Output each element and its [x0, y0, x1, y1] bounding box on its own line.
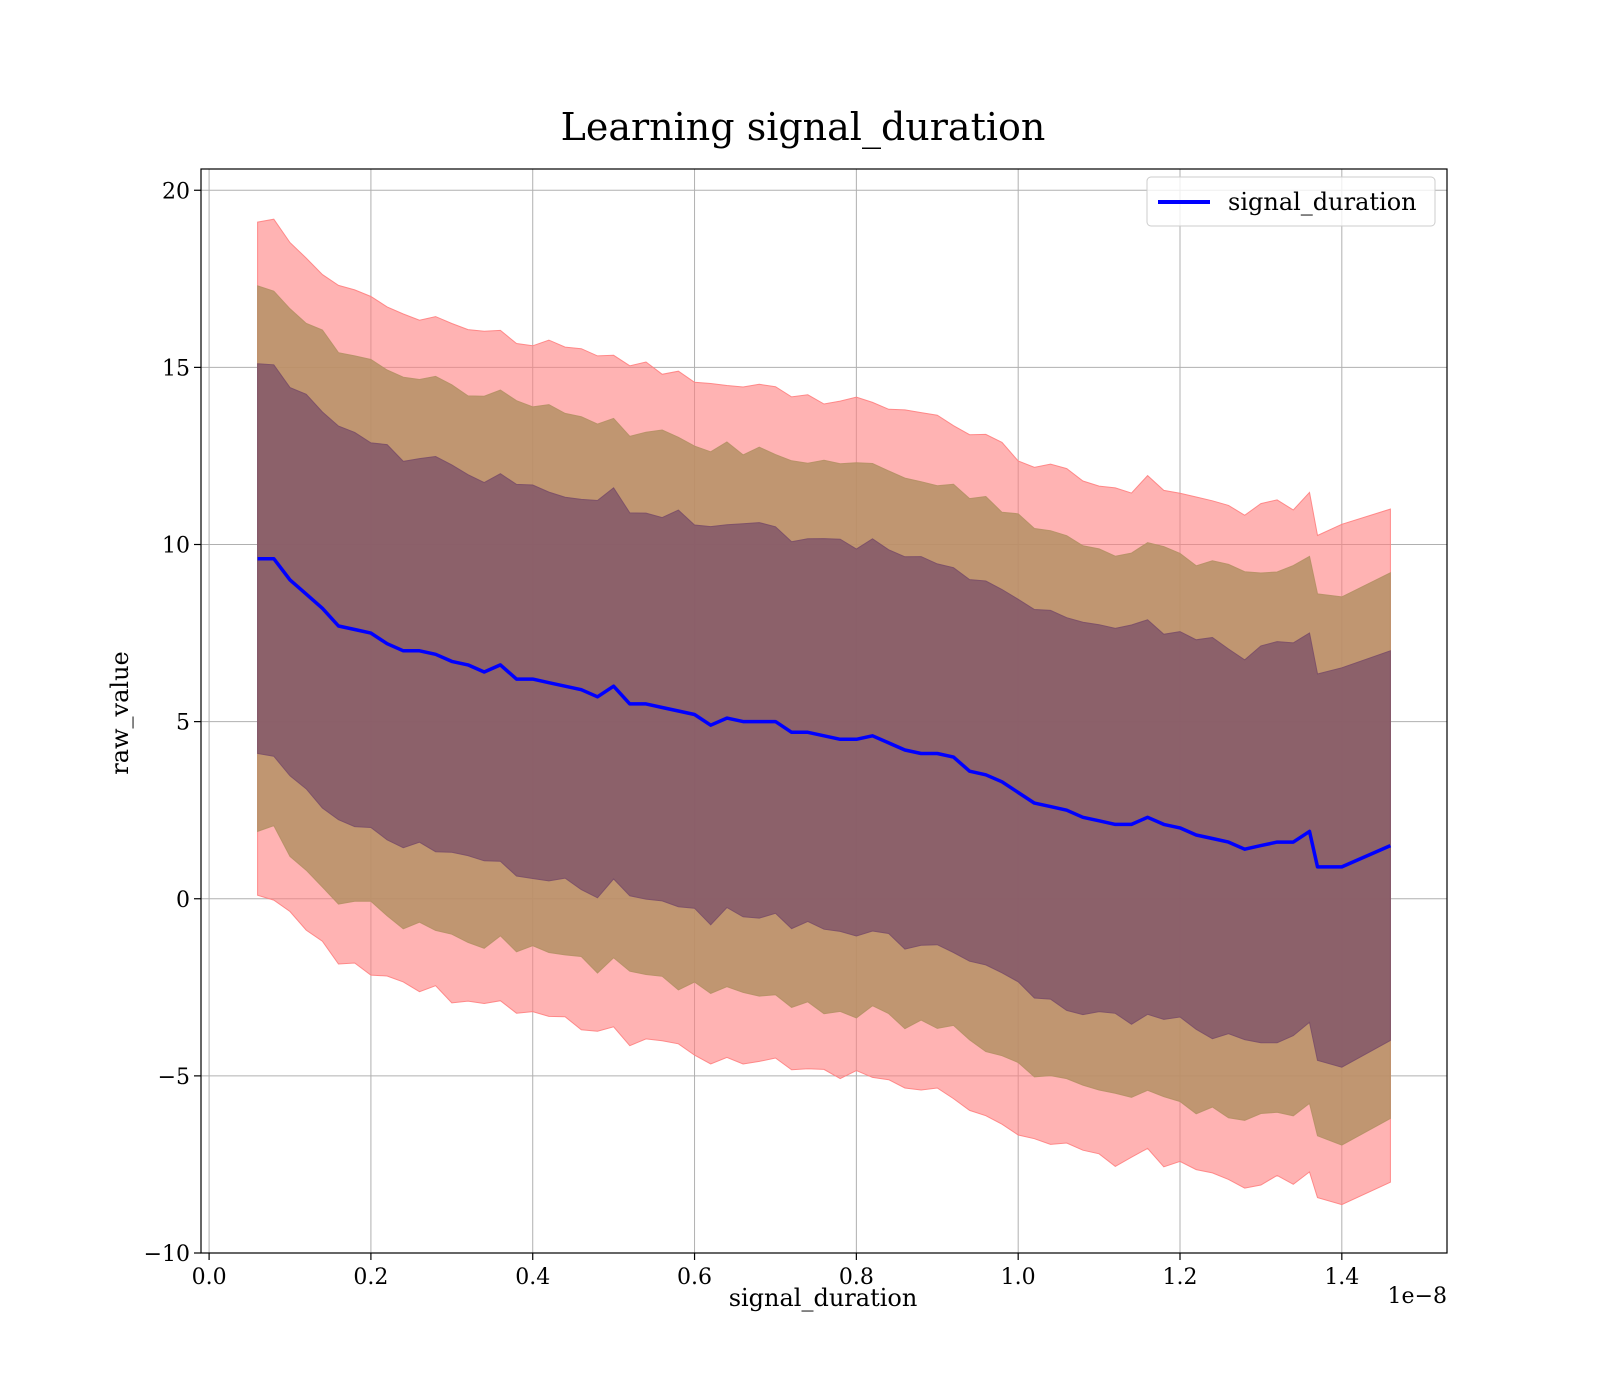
legend-box — [1146, 176, 1436, 227]
chart-title: Learning signal_duration — [561, 105, 1046, 150]
y-tick-label: 5 — [176, 711, 190, 736]
x-axis-label: signal_duration — [729, 1284, 918, 1312]
y-tick-label: −5 — [158, 1065, 190, 1090]
x-axis-offset-label: 1e−8 — [1388, 1284, 1447, 1309]
y-tick-label: 10 — [162, 534, 190, 559]
y-tick-label: −10 — [144, 1242, 190, 1267]
x-tick-label: 0.6 — [677, 1265, 712, 1290]
y-tick-label: 20 — [162, 179, 190, 204]
plot-area: 0.0 0.2 0.4 0.6 0.8 1.0 1.2 1.4 20 15 10 5 0 −5 −10 — [144, 168, 1448, 1290]
legend: signal_duration — [1146, 176, 1436, 227]
x-tick-label: 0.8 — [839, 1265, 874, 1290]
y-axis-label: raw_value — [106, 651, 134, 775]
x-tick-label: 1.2 — [1163, 1265, 1198, 1290]
x-tick-label: 0.4 — [515, 1265, 550, 1290]
x-tick-label: 0.2 — [353, 1265, 388, 1290]
series-line-signal-duration — [257, 556, 1392, 869]
y-tick-label: 0 — [176, 888, 190, 913]
x-tick-label: 1.0 — [1001, 1265, 1036, 1290]
axes-frame — [200, 168, 1448, 1254]
confidence-band-3 — [257, 363, 1391, 1068]
legend-entry-signal-duration: signal_duration — [1228, 188, 1417, 216]
y-tick-label: 15 — [162, 356, 190, 381]
x-tick-label: 0.0 — [192, 1265, 227, 1290]
x-tick-label: 1.4 — [1324, 1265, 1359, 1290]
